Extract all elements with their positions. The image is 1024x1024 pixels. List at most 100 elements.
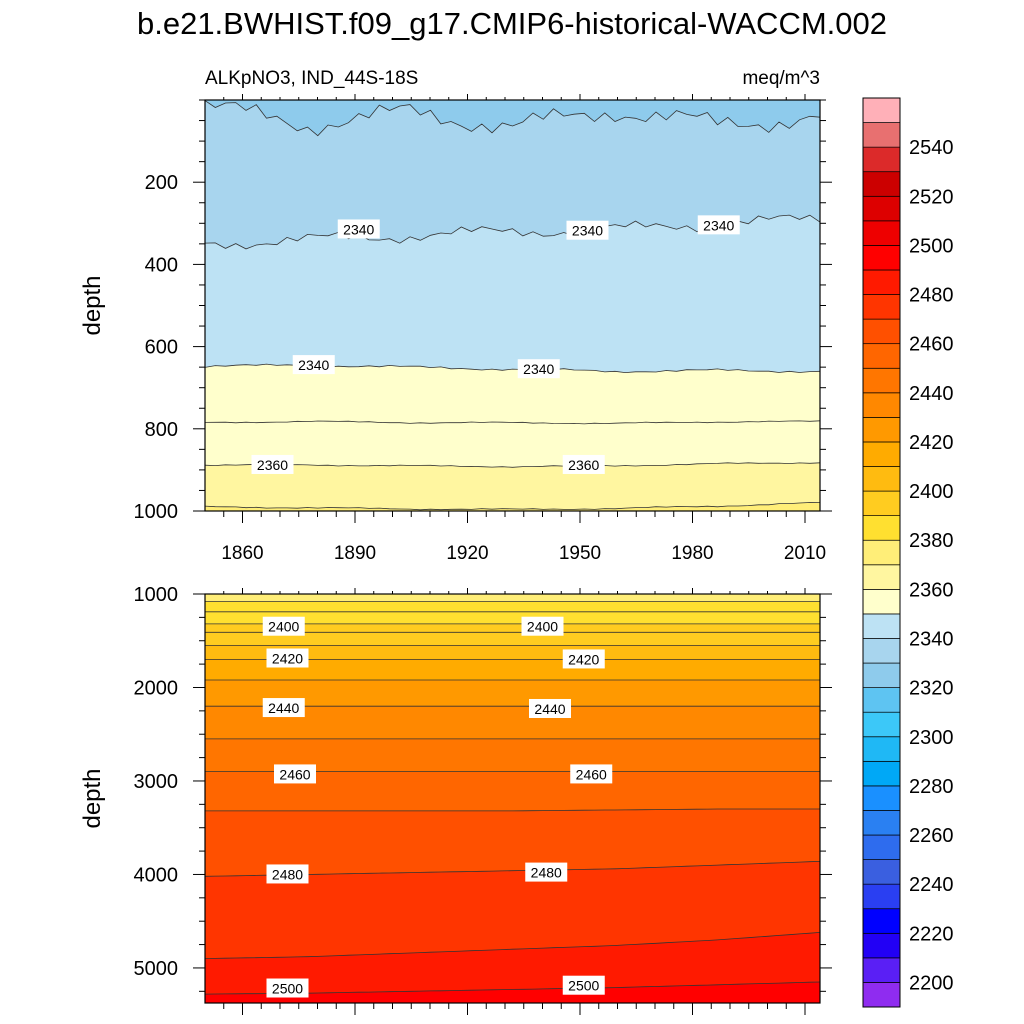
x-tick-label: 1860 (221, 543, 263, 564)
panel-units-label: meq/m^3 (742, 68, 820, 89)
x-tick-label: 1920 (446, 543, 488, 564)
colorbar-swatch (862, 367, 901, 394)
contour-label-text: 2460 (279, 766, 310, 782)
contour-label: 2400 (521, 616, 564, 636)
contour-label-text: 2340 (298, 357, 329, 373)
colorbar-swatch (862, 245, 901, 271)
contour-label-text: 2340 (703, 217, 734, 233)
contour-label: 2500 (266, 978, 309, 998)
contour-label: 2340 (292, 355, 335, 375)
colorbar-swatch (862, 318, 901, 345)
colorbar-swatch (862, 883, 901, 910)
contour-label-text: 2340 (343, 221, 374, 237)
y-tick-label: 400 (145, 254, 178, 276)
colorbar-swatch (862, 343, 901, 369)
colorbar-swatch (862, 171, 901, 197)
panel-left-title: ALKpNO3, IND_44S-18S (205, 68, 418, 89)
colorbar-swatch (862, 146, 901, 173)
contour-label: 2400 (262, 616, 305, 636)
contour-label-text: 2480 (531, 865, 562, 881)
contour-label-text: 2440 (534, 701, 565, 717)
colorbar-swatch (862, 417, 901, 443)
contour-label-text: 2500 (272, 981, 303, 997)
colorbar-swatch (862, 294, 901, 320)
contour-label-text: 2340 (572, 223, 603, 239)
colorbar-label: 2520 (909, 186, 954, 208)
colorbar-swatch (862, 564, 901, 590)
contour-label: 2360 (562, 454, 605, 474)
lower-panel: 2400 2400 2420 2420 2440 2440 2460 2460 2480 2480… (79, 584, 832, 1015)
colorbar-label: 2320 (909, 678, 954, 700)
colorbar-swatch (862, 97, 901, 123)
contour-label-text: 2420 (568, 651, 599, 667)
colorbar-swatch (862, 908, 901, 934)
contour-label-text: 2480 (272, 866, 303, 882)
x-tick-label: 1950 (559, 543, 601, 564)
colorbar-label: 2360 (909, 579, 954, 601)
contour-label-text: 2500 (568, 978, 599, 994)
colorbar-label: 2480 (909, 285, 954, 307)
colorbar-swatch (862, 613, 901, 639)
contour-line (204, 420, 821, 425)
colorbar-swatch (862, 932, 901, 959)
contour-label: 2420 (266, 648, 309, 668)
y-axis-label: depth (79, 768, 106, 828)
colorbar-swatch (862, 785, 901, 811)
colorbar-swatch (862, 490, 901, 516)
contour-line (204, 100, 821, 137)
contour-label: 2420 (562, 649, 605, 669)
colorbar-label: 2460 (909, 334, 954, 356)
x-tick-label: 1980 (671, 543, 713, 564)
upper-panel: 2340 2340 2340 2340 2340 2360 2360 1860 1890 1920… (79, 94, 832, 564)
contour-line (204, 932, 821, 959)
contour-label-text: 2340 (523, 361, 554, 377)
colorbar-swatch (862, 982, 901, 1008)
colorbar: 2200 2220 2240 2260 2280 2300 2320 2340 2360 2380… (862, 97, 954, 1008)
plot-frame (204, 593, 821, 1004)
contour-band (205, 462, 820, 511)
colorbar-swatch (862, 687, 901, 713)
colorbar-label: 2300 (909, 727, 954, 749)
contour-label: 2340 (337, 219, 380, 239)
y-tick-label: 800 (145, 419, 178, 441)
contour-label-text: 2420 (272, 651, 303, 667)
colorbar-swatch (862, 589, 901, 615)
contour-label: 2440 (262, 698, 305, 718)
colorbar-label: 2240 (909, 874, 954, 896)
colorbar-label: 2280 (909, 776, 954, 798)
contour-label: 2340 (517, 359, 560, 379)
y-tick-label: 2000 (134, 677, 179, 699)
contour-label: 2500 (562, 975, 605, 995)
contour-label-text: 2400 (268, 619, 299, 635)
colorbar-swatch (862, 195, 901, 222)
contour-label: 2340 (697, 215, 740, 235)
colorbar-swatch (862, 269, 901, 295)
contour-label: 2460 (274, 764, 316, 784)
colorbar-label: 2260 (909, 825, 954, 847)
y-tick-label: 3000 (134, 771, 179, 793)
contour-band (205, 982, 820, 1003)
colorbar-swatch (862, 859, 901, 885)
y-tick-label: 5000 (134, 958, 179, 980)
colorbar-swatch (862, 122, 901, 148)
contour-label: 2460 (570, 764, 613, 784)
y-tick-label: 1000 (134, 584, 179, 606)
y-tick-label: 600 (145, 337, 178, 359)
contour-line (204, 502, 821, 511)
colorbar-label: 2340 (909, 628, 954, 650)
contour-label: 2480 (266, 864, 309, 884)
contour-label: 2340 (566, 220, 609, 240)
contour-label-text: 2460 (576, 766, 607, 782)
contour-band (205, 932, 820, 1003)
colorbar-swatch (862, 466, 901, 492)
y-tick-label: 4000 (134, 864, 179, 886)
colorbar-label: 2440 (909, 383, 954, 405)
contour-line (205, 808, 820, 812)
colorbar-swatch (862, 810, 901, 836)
colorbar-label: 2380 (909, 530, 954, 552)
colorbar-swatch (862, 736, 901, 762)
figure-title: b.e21.BWHIST.f09_g17.CMIP6-historical-WA… (137, 6, 887, 41)
contour-label: 2480 (525, 862, 568, 882)
x-tick-label: 2010 (784, 543, 826, 564)
colorbar-swatch (862, 760, 901, 787)
